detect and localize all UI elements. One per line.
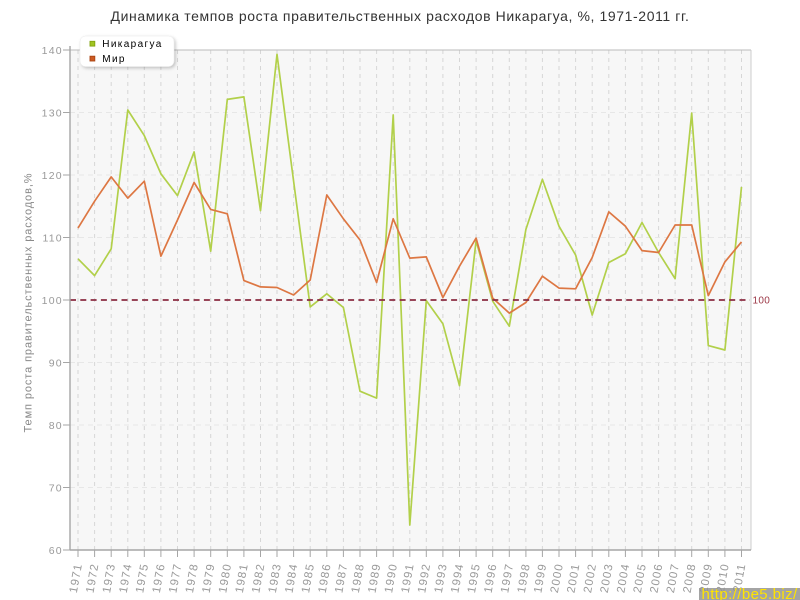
svg-text:1983: 1983 [267, 562, 284, 594]
svg-text:1971: 1971 [68, 562, 85, 594]
svg-text:2003: 2003 [599, 562, 616, 594]
svg-text:1990: 1990 [383, 562, 400, 594]
svg-text:2009: 2009 [698, 562, 715, 594]
svg-text:2000: 2000 [549, 562, 566, 594]
svg-text:1992: 1992 [416, 562, 433, 594]
svg-text:1976: 1976 [151, 562, 168, 594]
svg-text:120: 120 [42, 170, 63, 182]
svg-text:110: 110 [42, 233, 62, 245]
svg-text:100: 100 [753, 296, 771, 307]
svg-text:1984: 1984 [284, 562, 301, 594]
svg-text:1999: 1999 [532, 562, 549, 594]
svg-text:70: 70 [49, 483, 63, 495]
svg-text:2006: 2006 [649, 562, 666, 594]
svg-text:Никарагуа: Никарагуа [102, 39, 162, 50]
svg-text:100: 100 [42, 295, 63, 307]
svg-text:1991: 1991 [400, 562, 417, 594]
svg-text:1972: 1972 [85, 562, 102, 594]
svg-text:2002: 2002 [582, 562, 599, 594]
svg-text:130: 130 [42, 108, 63, 120]
svg-text:1993: 1993 [433, 562, 450, 594]
svg-text:80: 80 [49, 420, 63, 432]
svg-text:2011: 2011 [732, 562, 749, 593]
svg-text:1985: 1985 [300, 562, 317, 594]
svg-text:1996: 1996 [483, 562, 500, 594]
svg-text:http://be5.biz/: http://be5.biz/ [702, 586, 798, 600]
svg-text:1980: 1980 [217, 562, 234, 594]
svg-text:2008: 2008 [682, 562, 699, 594]
svg-text:1973: 1973 [101, 562, 118, 594]
svg-text:1987: 1987 [333, 562, 350, 594]
svg-text:Динамика темпов роста правител: Динамика темпов роста правительственных … [110, 8, 689, 24]
svg-text:2005: 2005 [632, 562, 649, 594]
svg-text:1975: 1975 [134, 562, 151, 594]
svg-text:1978: 1978 [184, 562, 201, 594]
svg-text:140: 140 [42, 45, 63, 57]
svg-text:Темп роста правительственных р: Темп роста правительственных расходов,% [23, 173, 35, 433]
svg-text:1982: 1982 [250, 562, 267, 594]
svg-text:2007: 2007 [665, 562, 682, 594]
svg-text:1977: 1977 [167, 562, 184, 594]
svg-text:1981: 1981 [234, 562, 251, 594]
svg-text:2004: 2004 [615, 562, 632, 594]
svg-text:1989: 1989 [367, 562, 384, 594]
svg-text:2010: 2010 [715, 562, 732, 594]
svg-text:90: 90 [49, 358, 63, 370]
svg-text:1988: 1988 [350, 562, 367, 594]
svg-text:1995: 1995 [466, 562, 483, 594]
svg-text:1986: 1986 [317, 562, 334, 594]
svg-text:60: 60 [49, 545, 63, 557]
svg-text:Мир: Мир [102, 54, 126, 65]
svg-text:1979: 1979 [201, 562, 218, 594]
svg-text:2001: 2001 [566, 562, 583, 594]
svg-text:1974: 1974 [118, 562, 135, 594]
svg-text:1998: 1998 [516, 562, 533, 594]
svg-text:1997: 1997 [499, 562, 516, 594]
svg-text:1994: 1994 [449, 562, 466, 594]
